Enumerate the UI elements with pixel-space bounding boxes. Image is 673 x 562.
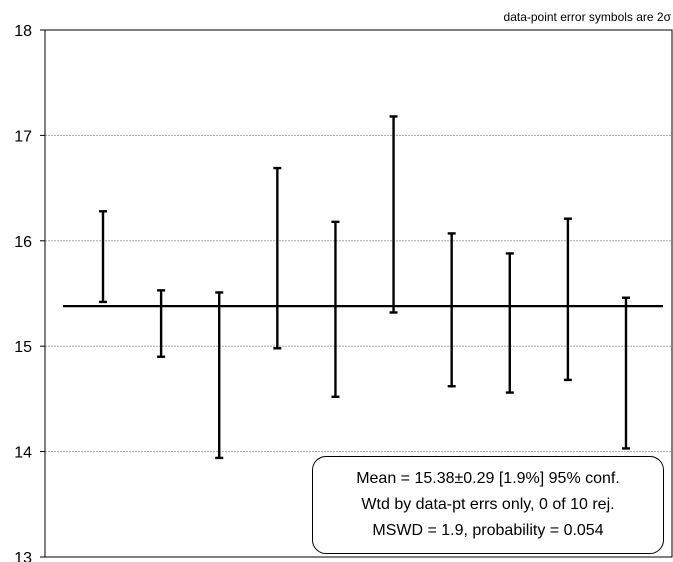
error-bar	[157, 289, 166, 358]
y-tick-label: 18	[14, 23, 32, 40]
error-bar	[273, 166, 282, 350]
y-tick-label: 16	[14, 234, 32, 251]
stats-line-weighting: Wtd by data-pt errs only, 0 of 10 rej.	[361, 496, 615, 513]
error-bar	[563, 217, 572, 382]
error-bar	[447, 232, 456, 388]
y-axis-ticks: 13 14 15 16 17 18	[14, 23, 45, 562]
y-tick-label: 13	[14, 550, 32, 562]
error-bar	[99, 210, 107, 304]
error-bars	[99, 115, 630, 460]
error-bar	[505, 252, 514, 394]
plot-frame	[44, 29, 673, 558]
error-note: data-point error symbols are 2σ	[504, 10, 672, 24]
error-bar	[331, 220, 340, 398]
error-bar	[215, 291, 224, 460]
gridlines	[45, 134, 672, 453]
y-tick-label: 14	[14, 445, 32, 462]
y-tick-label: 15	[14, 339, 32, 356]
stats-box: Mean = 15.38±0.29 [1.9%] 95% conf. Wtd b…	[312, 456, 664, 554]
y-tick-label: 17	[14, 128, 32, 145]
stats-line-mswd: MSWD = 1.9, probability = 0.054	[372, 522, 604, 539]
error-bar	[389, 115, 398, 314]
error-bar	[622, 296, 630, 450]
stats-line-mean: Mean = 15.38±0.29 [1.9%] 95% conf.	[356, 470, 620, 487]
